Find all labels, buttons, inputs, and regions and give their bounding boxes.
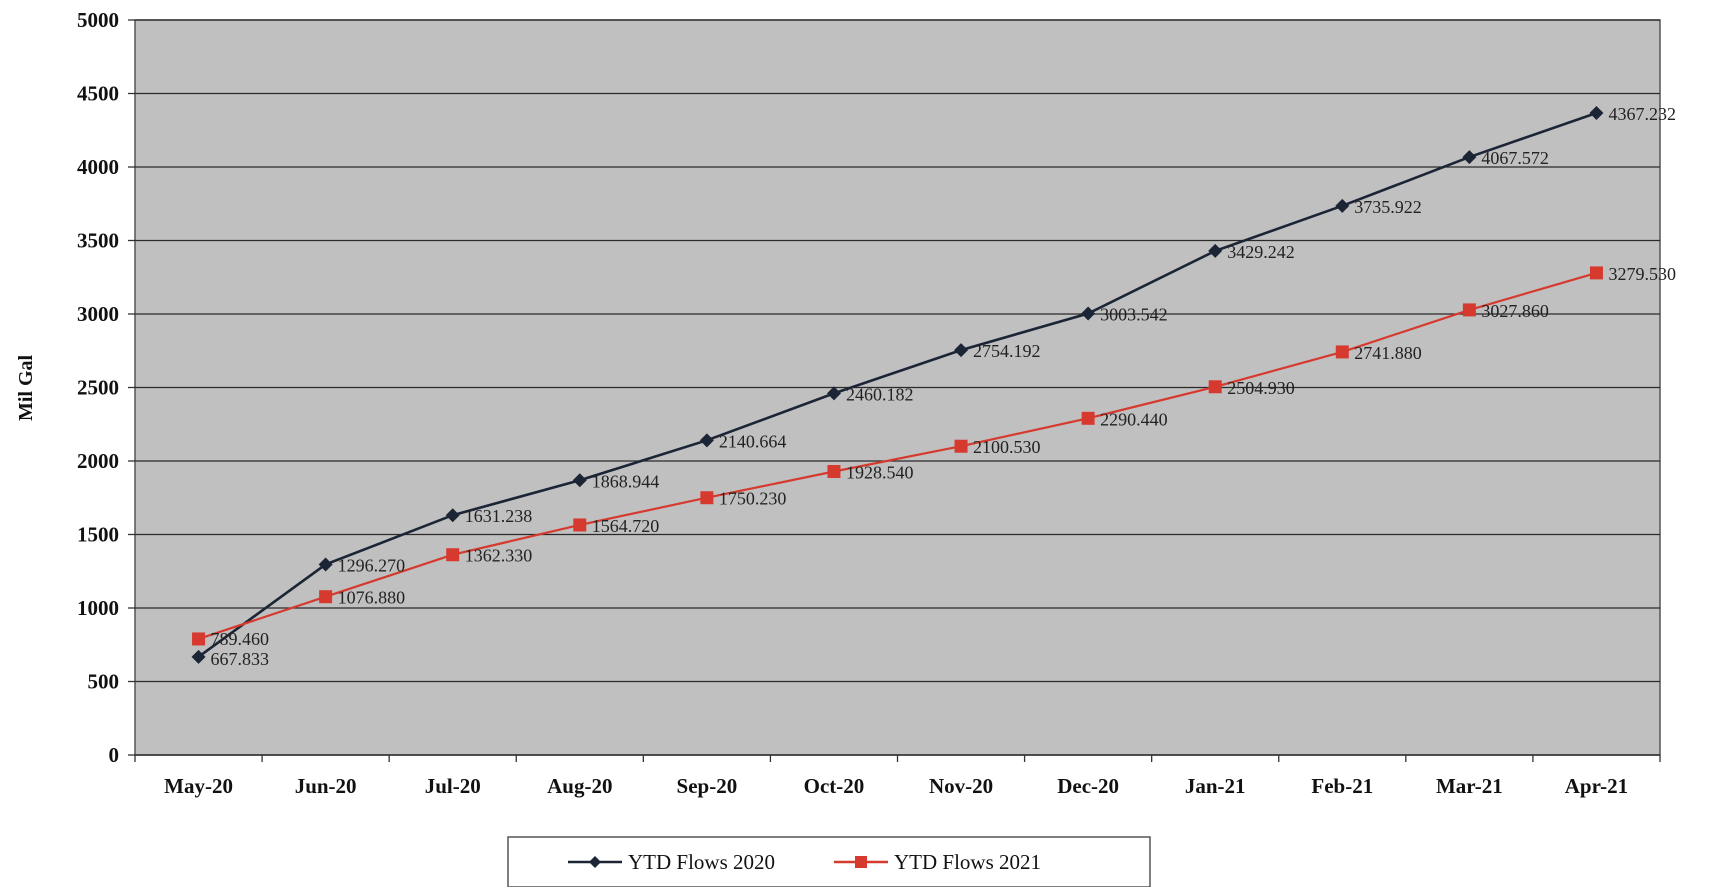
x-tick-label: Dec-20 [1057,774,1119,798]
legend: YTD Flows 2020 YTD Flows 2021 [507,836,1151,887]
x-tick-label: Feb-21 [1311,774,1373,798]
y-tick-label: 1000 [77,596,119,620]
data-point-2020 [445,508,460,523]
y-tick-label: 500 [88,670,120,694]
series-lines [191,106,1604,664]
data-label-2021: 3027.860 [1481,301,1549,321]
data-label-2021: 2100.530 [973,437,1041,457]
data-point-2021 [1335,345,1349,359]
data-point-2021 [192,632,206,646]
data-label-2021: 1750.230 [719,489,787,509]
x-tick-label: Aug-20 [547,774,612,798]
data-label-2020: 1296.270 [338,555,406,575]
data-point-2021 [1589,266,1603,280]
data-point-2020 [1589,106,1604,121]
legend-marker-square [855,856,867,868]
data-labels: 667.833 1296.270 1631.238 1868.944 2140.664 2… [211,104,1676,669]
data-label-2020: 1631.238 [465,506,533,526]
data-point-2021 [827,465,841,479]
series-line-1 [197,111,1597,658]
data-point-2020 [699,433,714,448]
gridlines [135,19,1660,683]
y-tick-label: 2000 [77,449,119,473]
data-label-2021: 1362.330 [465,546,533,566]
x-tick-label: Jun-20 [295,774,357,798]
y-tick-label: 3500 [77,229,119,253]
data-point-2020 [826,386,841,401]
data-point-2020 [954,343,969,358]
data-point-2021 [446,548,460,562]
data-point-2020 [191,649,206,664]
data-label-2021: 2741.880 [1354,343,1422,363]
x-tick-label: Mar-21 [1436,774,1503,798]
data-point-2021 [319,590,333,604]
y-tick-label: 4500 [77,82,119,106]
data-point-2020 [318,557,333,572]
data-label-2021: 2504.930 [1227,378,1295,398]
x-tick-label: Sep-20 [677,774,738,798]
x-tick-label: Jan-21 [1185,774,1246,798]
data-label-2020: 3003.542 [1100,304,1168,324]
axes: 0 500 1000 1500 2000 2500 3000 3500 4000 4500 5000… [77,8,1661,798]
x-tick-label: Nov-20 [929,774,993,798]
data-point-2021 [1081,411,1095,425]
data-label-2021: 1564.720 [592,516,660,536]
data-label-2020: 1868.944 [592,471,660,491]
x-tick-label: Apr-21 [1565,774,1628,798]
y-tick-label: 1500 [77,523,119,547]
data-label-2020: 2460.182 [846,384,914,404]
data-point-2021 [1462,303,1476,317]
x-tick-label: May-20 [164,774,233,798]
x-tick-label: Oct-20 [804,774,865,798]
data-label-2020: 667.833 [211,649,270,669]
y-tick-label: 0 [109,743,120,767]
y-tick-label: 2500 [77,376,119,400]
y-tick-label: 4000 [77,155,119,179]
y-tick-label: 3000 [77,302,119,326]
data-label-2020: 2754.192 [973,341,1041,361]
legend-marker-diamond [589,856,601,868]
data-label-2021: 2290.440 [1100,409,1168,429]
data-label-2021: 789.460 [211,629,270,649]
data-label-2020: 2140.664 [719,431,787,451]
x-tick-label: Jul-20 [425,774,481,798]
data-point-2020 [1335,198,1350,213]
legend-label: YTD Flows 2021 [894,850,1041,874]
data-point-2021 [1208,380,1222,394]
y-tick-label: 5000 [77,8,119,32]
data-point-2021 [573,518,587,532]
data-label-2020: 4367.232 [1608,104,1676,124]
data-point-2021 [954,439,968,453]
data-point-2020 [1208,243,1223,258]
data-point-2021 [700,491,714,505]
y-axis-title: Mil Gal [15,355,37,422]
data-point-2020 [1462,150,1477,165]
data-point-2020 [1081,306,1096,321]
data-label-2021: 3279.530 [1608,264,1676,284]
data-label-2020: 4067.572 [1481,148,1549,168]
series-line-2 [198,271,1597,640]
data-point-2020 [572,473,587,488]
data-label-2020: 3735.922 [1354,197,1422,217]
data-label-2020: 3429.242 [1227,242,1295,262]
legend-label: YTD Flows 2020 [628,850,775,874]
data-label-2021: 1928.540 [846,463,914,483]
data-label-2021: 1076.880 [338,588,406,608]
